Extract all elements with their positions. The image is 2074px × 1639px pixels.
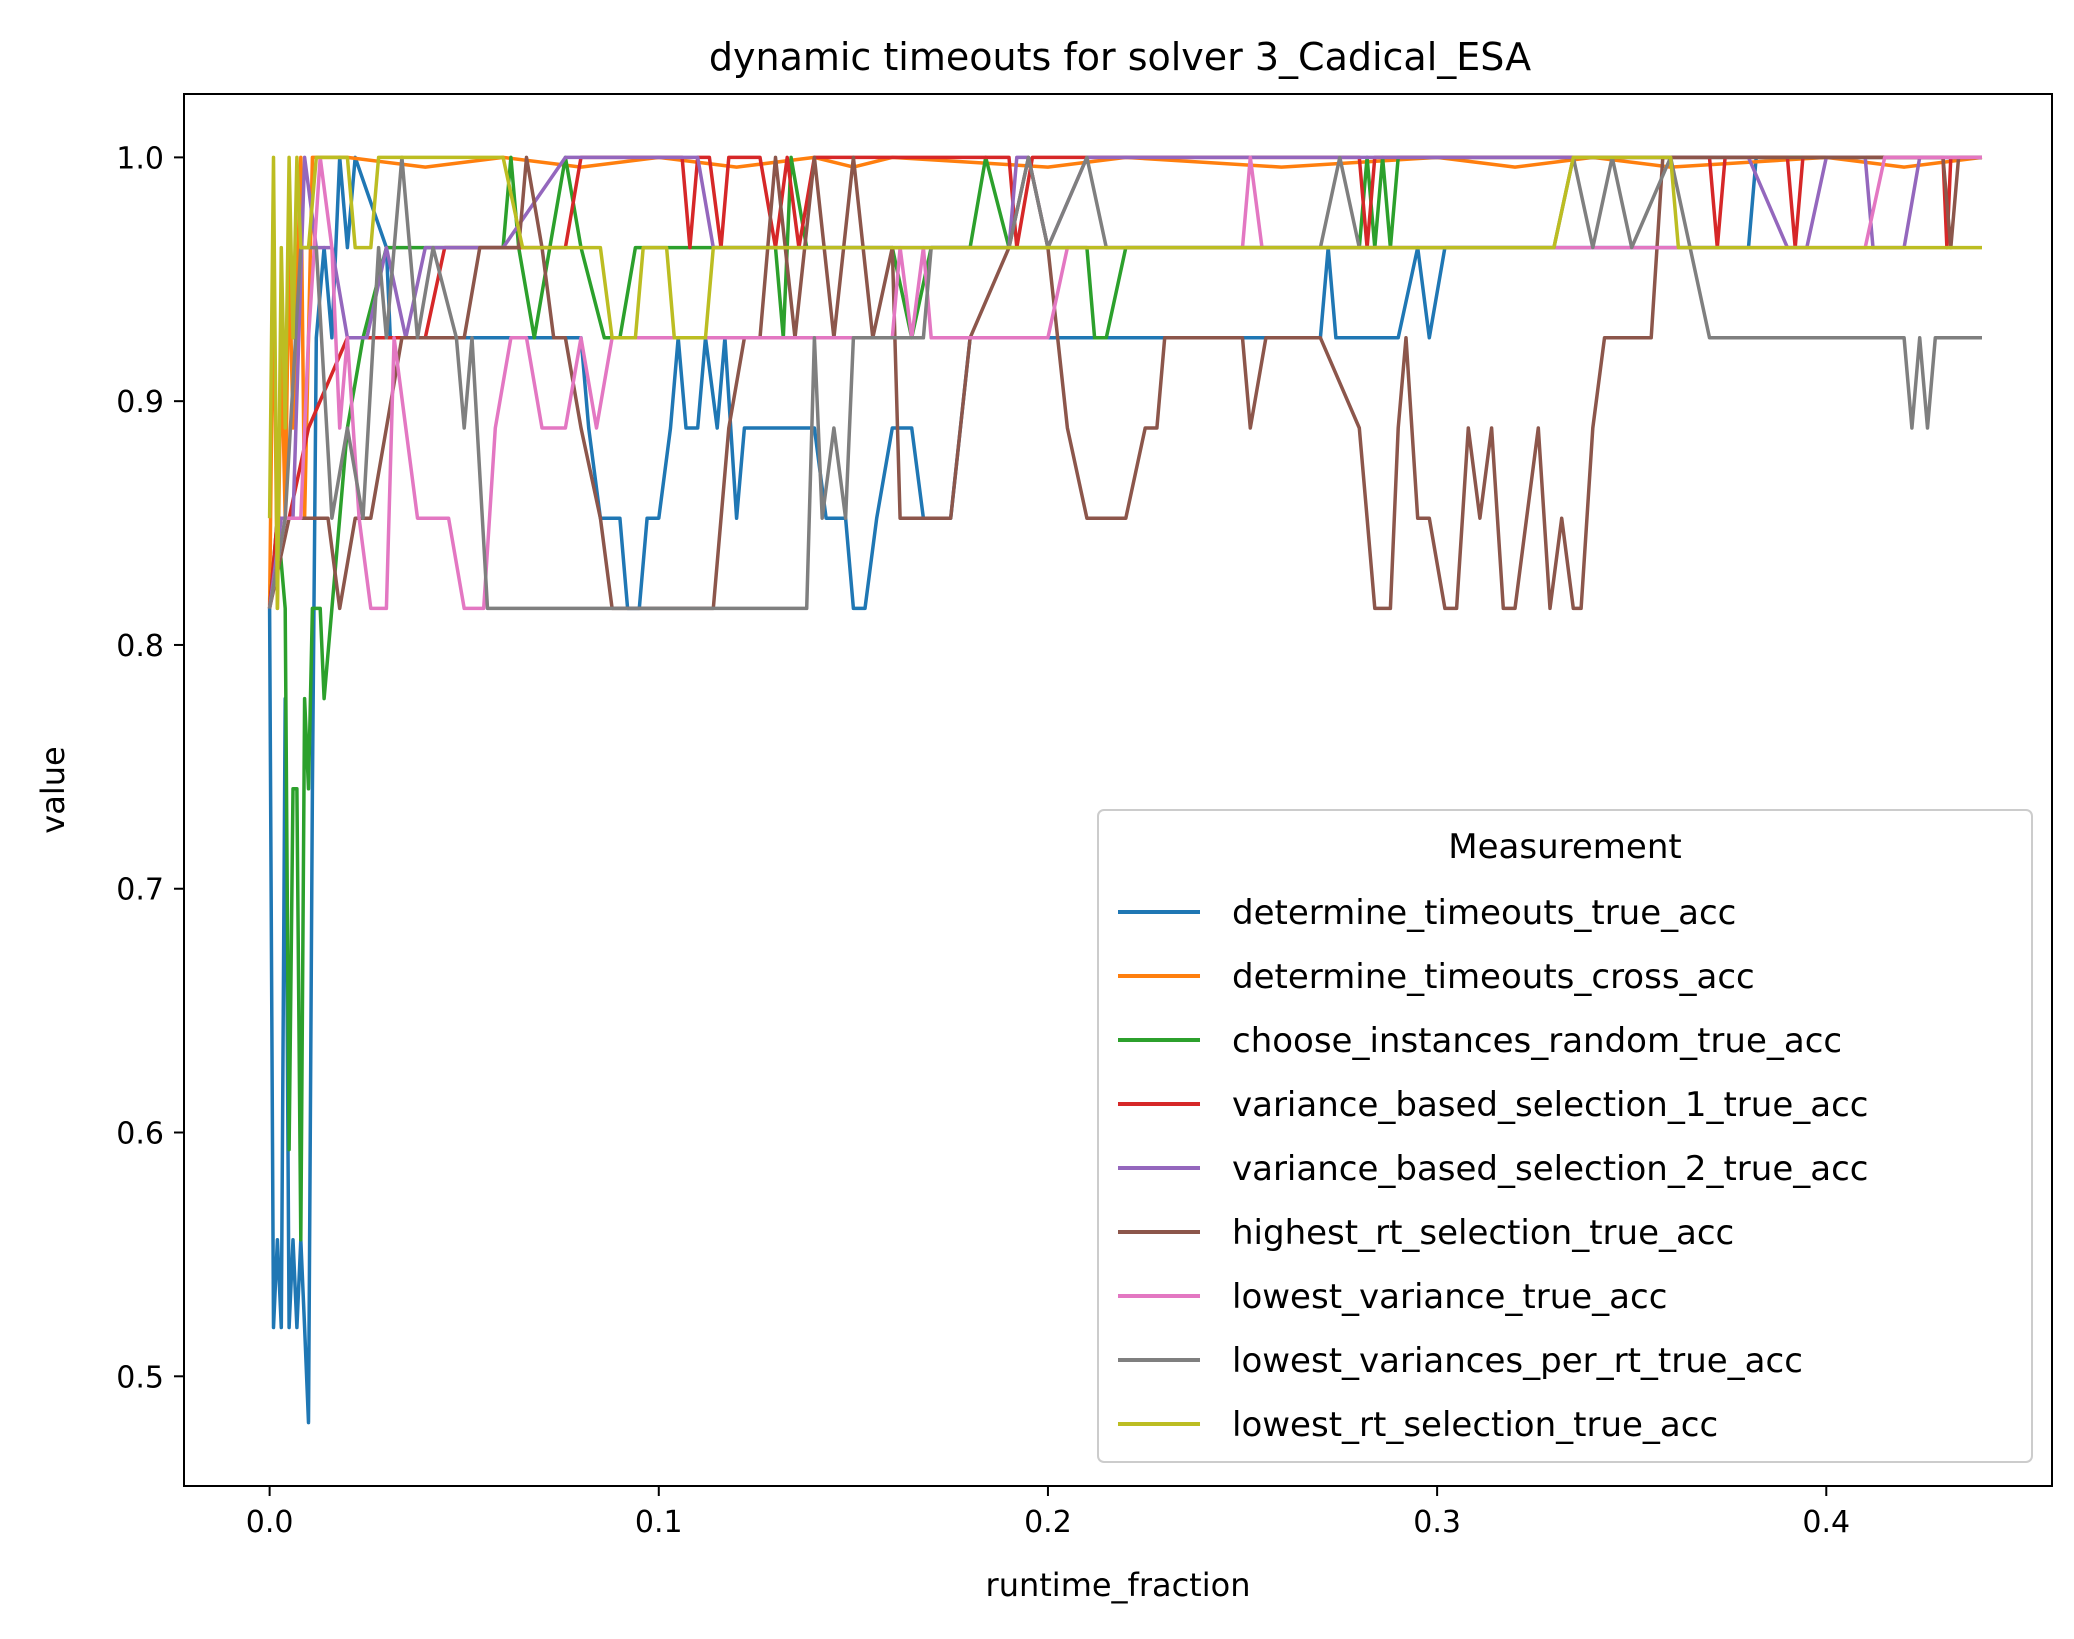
legend-label: variance_based_selection_2_true_acc	[1232, 1149, 1868, 1189]
legend-label: highest_rt_selection_true_acc	[1232, 1213, 1734, 1253]
legend-box	[1097, 809, 2033, 1463]
x-axis-label: runtime_fraction	[986, 1566, 1251, 1604]
legend: Measurement determine_timeouts_true_accd…	[1097, 809, 2033, 1463]
x-axis: 0.0 0.1 0.2 0.3 0.4	[246, 1486, 1850, 1540]
y-tick-label: 0.5	[116, 1360, 164, 1395]
x-tick-label: 0.2	[1024, 1505, 1072, 1540]
y-tick-label: 1.0	[116, 141, 164, 176]
y-tick-label: 0.8	[116, 629, 164, 664]
legend-label: variance_based_selection_1_true_acc	[1232, 1085, 1868, 1125]
plot-frame	[183, 93, 2053, 1487]
series-line-highest_rt_selection_true_acc	[267, 155, 1982, 611]
x-tick-label: 0.3	[1413, 1505, 1461, 1540]
legend-label: choose_instances_random_true_acc	[1232, 1021, 1842, 1061]
y-axis-label: value	[34, 746, 72, 833]
series-line-choose_instances_random_true_acc	[267, 155, 1982, 1242]
legend-label: lowest_variances_per_rt_true_acc	[1232, 1341, 1803, 1381]
x-tick-label: 0.4	[1802, 1505, 1850, 1540]
y-tick-label: 0.7	[116, 873, 164, 908]
legend-items: determine_timeouts_true_acc determine_tim…	[1118, 893, 1868, 1445]
legend-title: Measurement	[1448, 827, 1681, 867]
series-line-lowest_rt_selection_true_acc	[267, 155, 1982, 611]
legend-label: determine_timeouts_true_acc	[1232, 893, 1736, 933]
legend-label: lowest_rt_selection_true_acc	[1232, 1405, 1718, 1445]
legend-label: lowest_variance_true_acc	[1232, 1277, 1667, 1317]
series-lines	[267, 155, 1983, 1425]
chart-title: dynamic timeouts for solver 3_Cadical_ES…	[709, 35, 1531, 79]
y-tick-label: 0.6	[116, 1117, 164, 1152]
y-axis: 0.5 0.6 0.7 0.8 0.9 1.0	[116, 141, 184, 1395]
series-line-lowest_variances_per_rt_true_acc	[267, 155, 1982, 611]
y-tick-label: 0.9	[116, 385, 164, 420]
x-tick-label: 0.0	[246, 1505, 294, 1540]
x-tick-label: 0.1	[635, 1505, 683, 1540]
legend-label: determine_timeouts_cross_acc	[1232, 957, 1755, 997]
series-line-variance_based_selection_1_true_acc	[267, 155, 1982, 609]
